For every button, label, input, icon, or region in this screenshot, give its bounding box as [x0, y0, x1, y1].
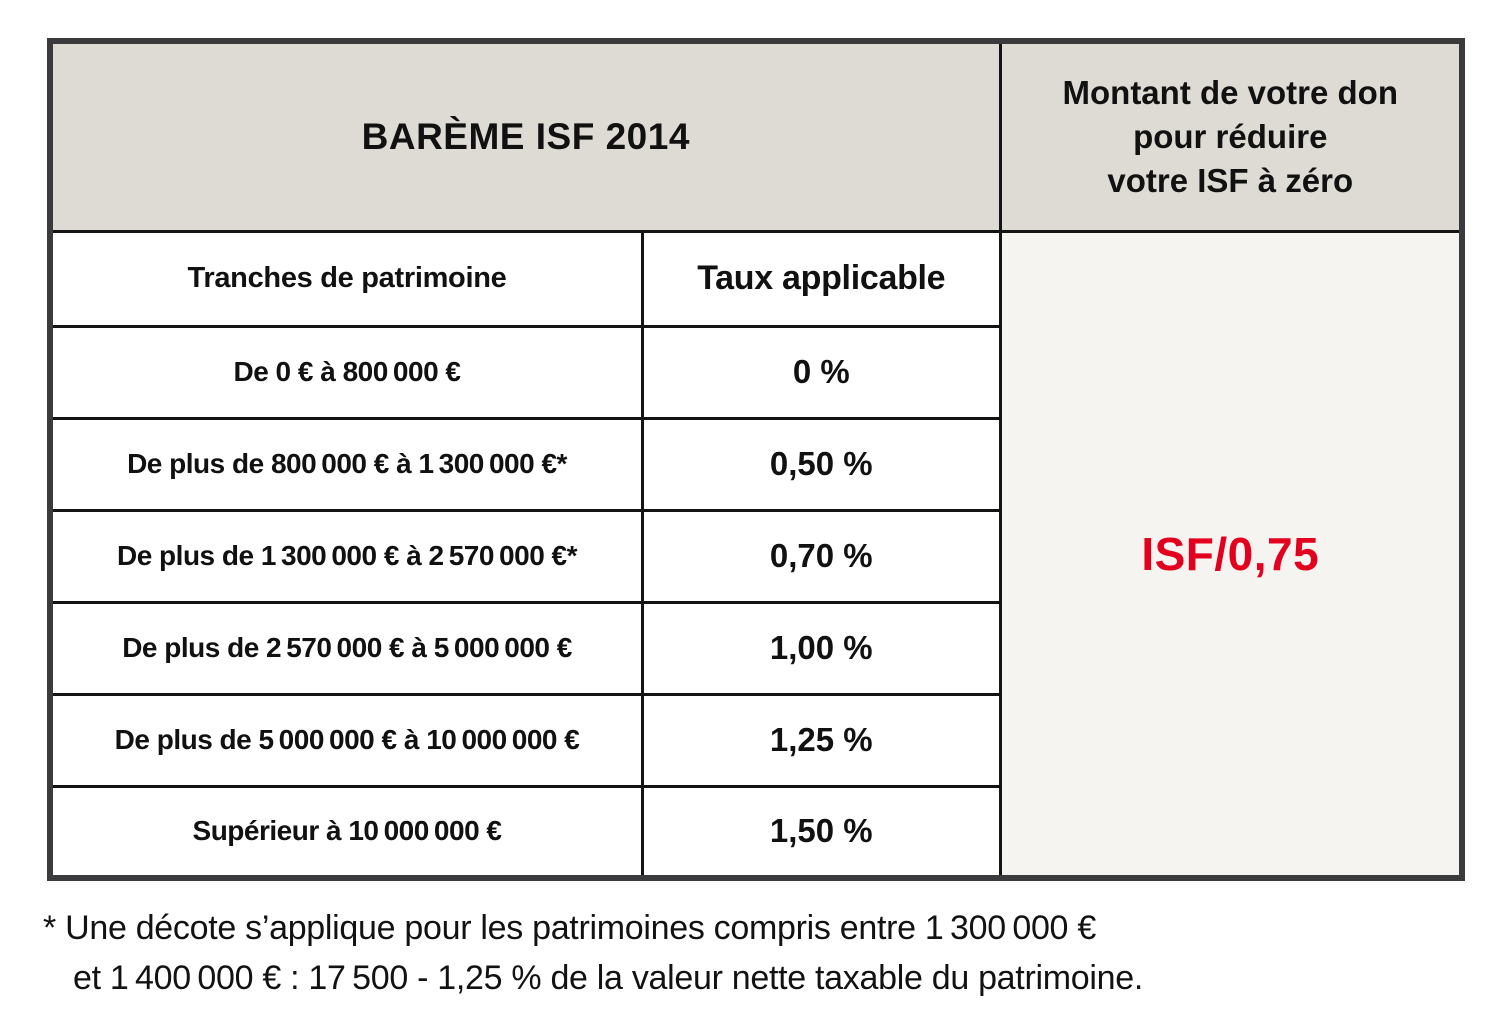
- footnote: * Une décote s’applique pour les patrimo…: [43, 903, 1463, 1003]
- table-row: De plus de 5 000 000 € à 10 000 000 € 1,…: [48, 692, 1462, 788]
- footnote-line: et 1 400 000 € : 17 500 - 1,25 % de la v…: [73, 959, 1143, 997]
- taux-cell: 1,25 %: [641, 692, 1002, 788]
- taux-cell: 1,50 %: [641, 784, 1002, 880]
- table-row: De plus de 800 000 € à 1 300 000 €* 0,50…: [48, 416, 1462, 512]
- tranche-cell: De plus de 800 000 € à 1 300 000 €*: [48, 416, 645, 512]
- taux-cell: 0,70 %: [641, 508, 1002, 604]
- don-header-line: pour réduire: [1133, 117, 1328, 155]
- tranche-cell: Supérieur à 10 000 000 €: [48, 784, 645, 880]
- table-title: BARÈME ISF 2014: [361, 115, 690, 157]
- taux-cell: 0,50 %: [641, 416, 1002, 512]
- don-amount-value: ISF/0,75: [1141, 527, 1320, 580]
- column-header-row: Tranches de patrimoine Taux applicable I…: [48, 229, 1464, 880]
- bareme-isf-table: BARÈME ISF 2014 Montant de votre don pou…: [47, 38, 1465, 881]
- table-row: De 0 € à 800 000 € 0 %: [48, 324, 1462, 420]
- don-header-cell: Montant de votre don pour réduire votre …: [998, 39, 1464, 233]
- don-header-line: votre ISF à zéro: [1107, 161, 1354, 199]
- tranche-cell: De plus de 1 300 000 € à 2 570 000 €*: [48, 508, 645, 604]
- taux-column-header: Taux applicable: [641, 229, 1002, 328]
- taux-cell: 0 %: [641, 324, 1002, 420]
- taux-cell: 1,00 %: [641, 600, 1002, 696]
- tranche-cell: De plus de 2 570 000 € à 5 000 000 €: [48, 600, 645, 696]
- don-amount-cell: ISF/0,75: [998, 229, 1464, 880]
- table-row: Supérieur à 10 000 000 € 1,50 %: [48, 784, 1462, 880]
- tranche-cell: De 0 € à 800 000 €: [48, 324, 645, 420]
- table-title-cell: BARÈME ISF 2014: [48, 39, 1002, 233]
- table-row: De plus de 1 300 000 € à 2 570 000 €* 0,…: [48, 508, 1462, 604]
- footnote-line: * Une décote s’applique pour les patrimo…: [43, 909, 1096, 947]
- header-row: BARÈME ISF 2014 Montant de votre don pou…: [48, 39, 1464, 233]
- tranche-cell: De plus de 5 000 000 € à 10 000 000 €: [48, 692, 645, 788]
- don-header-line: Montant de votre don: [1062, 73, 1398, 111]
- table-row: De plus de 2 570 000 € à 5 000 000 € 1,0…: [48, 600, 1462, 696]
- tranches-column-header: Tranches de patrimoine: [48, 229, 645, 328]
